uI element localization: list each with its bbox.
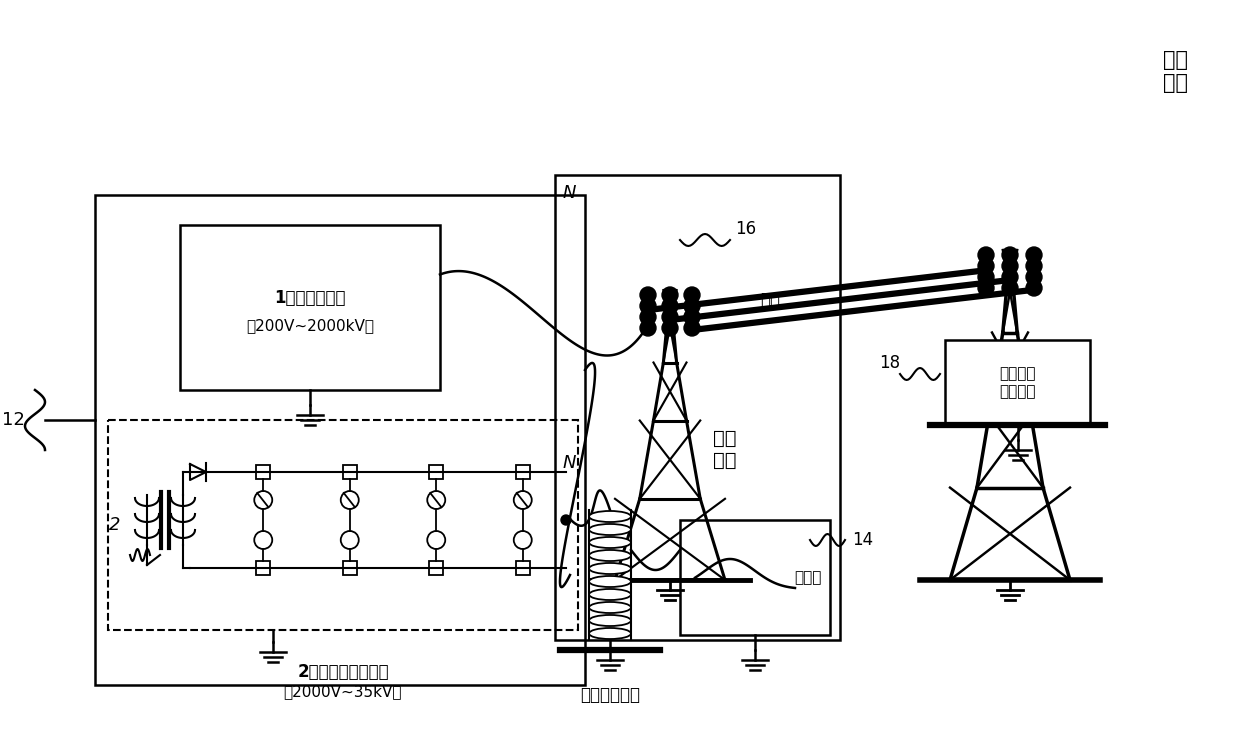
Circle shape	[640, 298, 656, 314]
Text: 2、冲击电压发生器: 2、冲击电压发生器	[298, 663, 389, 681]
Bar	[180, 225, 440, 390]
Circle shape	[684, 320, 701, 336]
Circle shape	[662, 320, 678, 336]
Bar	[680, 520, 830, 635]
Ellipse shape	[589, 537, 631, 548]
Circle shape	[684, 309, 701, 325]
Text: 2: 2	[109, 516, 120, 534]
Bar	[342, 561, 357, 575]
Bar	[516, 465, 529, 479]
Circle shape	[1002, 269, 1018, 285]
Text: N: N	[563, 184, 577, 202]
Text: 12: 12	[1, 411, 25, 429]
Circle shape	[662, 309, 678, 325]
Bar	[95, 195, 585, 685]
Circle shape	[684, 287, 701, 303]
Text: 电容式分压器: 电容式分压器	[580, 686, 640, 704]
Text: 导线: 导线	[760, 291, 780, 309]
Ellipse shape	[589, 524, 631, 535]
Bar	[257, 561, 270, 575]
Ellipse shape	[589, 589, 631, 600]
Text: 1、浪涌发生器: 1、浪涌发生器	[274, 288, 346, 306]
Circle shape	[640, 287, 656, 303]
Text: 示波器: 示波器	[795, 570, 822, 585]
Ellipse shape	[589, 615, 631, 626]
Bar	[945, 340, 1090, 425]
Circle shape	[978, 258, 994, 274]
Text: 非接触式
测量终端: 非接触式 测量终端	[999, 366, 1035, 399]
Ellipse shape	[589, 550, 631, 561]
Text: 金属
支架: 金属 支架	[713, 429, 737, 470]
Circle shape	[1002, 247, 1018, 263]
Circle shape	[662, 287, 678, 303]
Text: 18: 18	[879, 354, 900, 372]
Text: （2000V~35kV）: （2000V~35kV）	[284, 684, 402, 699]
Ellipse shape	[589, 563, 631, 574]
Ellipse shape	[589, 576, 631, 587]
Text: （200V~2000kV）: （200V~2000kV）	[246, 318, 374, 333]
Bar	[342, 465, 357, 479]
Bar	[429, 561, 443, 575]
Circle shape	[978, 247, 994, 263]
Circle shape	[662, 298, 678, 314]
Text: 16: 16	[735, 220, 756, 238]
Circle shape	[640, 309, 656, 325]
Circle shape	[1025, 269, 1042, 285]
Bar	[429, 465, 443, 479]
Circle shape	[1025, 280, 1042, 296]
Circle shape	[640, 320, 656, 336]
Bar	[257, 465, 270, 479]
Circle shape	[560, 515, 570, 525]
Circle shape	[1002, 280, 1018, 296]
Circle shape	[1002, 258, 1018, 274]
Circle shape	[684, 298, 701, 314]
Text: N: N	[563, 454, 577, 472]
Circle shape	[1025, 258, 1042, 274]
Text: 绽缘
支架: 绽缘 支架	[1163, 50, 1188, 93]
Bar	[556, 175, 839, 640]
Text: 14: 14	[852, 531, 873, 549]
Ellipse shape	[589, 628, 631, 639]
Ellipse shape	[589, 511, 631, 522]
Ellipse shape	[589, 602, 631, 613]
Bar	[108, 420, 578, 630]
Bar	[516, 561, 529, 575]
Circle shape	[1025, 247, 1042, 263]
Circle shape	[978, 280, 994, 296]
Circle shape	[978, 269, 994, 285]
